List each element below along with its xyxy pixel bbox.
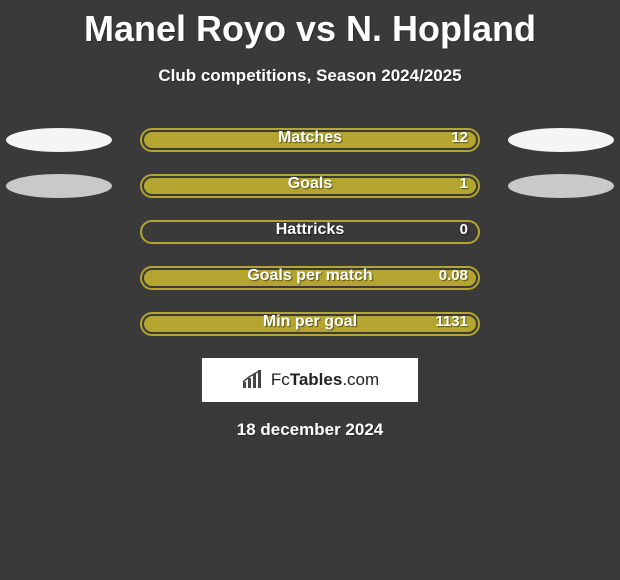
player-right-dot	[508, 174, 614, 198]
stat-label: Goals	[140, 175, 480, 193]
logo-prefix: Fc	[271, 370, 290, 389]
stat-label: Goals per match	[140, 267, 480, 285]
stat-value: 0.08	[439, 267, 468, 284]
logo-main: Tables	[290, 370, 343, 389]
stat-label: Matches	[140, 129, 480, 147]
chart-icon	[241, 370, 265, 390]
stat-row: Goals1	[0, 174, 620, 198]
stat-row: Matches12	[0, 128, 620, 152]
subtitle: Club competitions, Season 2024/2025	[0, 66, 620, 86]
stat-value: 12	[451, 129, 468, 146]
player-left-dot	[6, 128, 112, 152]
stat-rows: Matches12 Goals1 Hattricks0 Goals per match…	[0, 128, 620, 336]
player-left-dot	[6, 174, 112, 198]
logo-box: FcTables.com	[202, 358, 418, 402]
page-title: Manel Royo vs N. Hopland	[0, 0, 620, 50]
logo-suffix: .com	[342, 370, 379, 389]
stat-row: Min per goal1131	[0, 312, 620, 336]
stat-label: Min per goal	[140, 313, 480, 331]
player-right-dot	[508, 128, 614, 152]
stat-row: Hattricks0	[0, 220, 620, 244]
stat-row: Goals per match0.08	[0, 266, 620, 290]
stat-value: 0	[460, 221, 468, 238]
stat-label: Hattricks	[140, 221, 480, 239]
logo-text: FcTables.com	[271, 370, 379, 390]
stat-value: 1131	[435, 313, 468, 330]
date-text: 18 december 2024	[0, 420, 620, 440]
stat-value: 1	[460, 175, 468, 192]
